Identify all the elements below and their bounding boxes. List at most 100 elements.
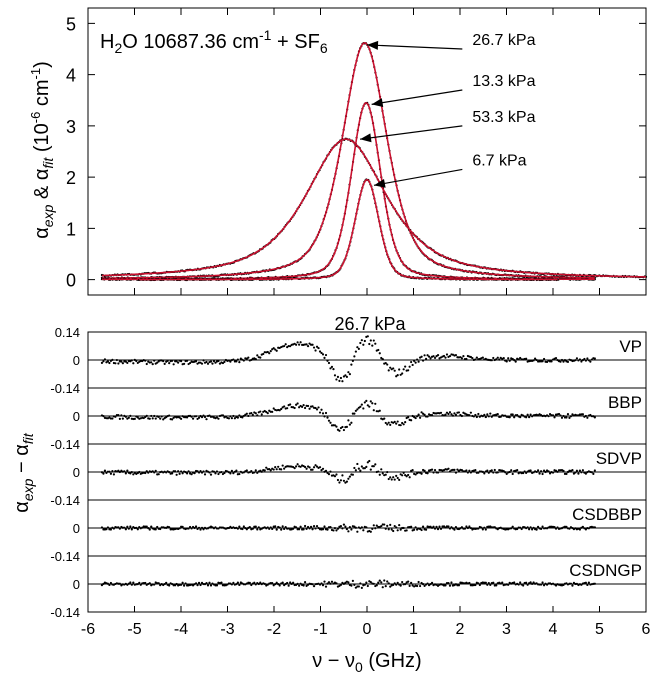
residual-point (293, 466, 296, 470)
residual-point (395, 422, 398, 425)
residual-point (416, 358, 419, 361)
residual-point (522, 471, 525, 475)
residual-point (200, 362, 204, 365)
residual-point (203, 473, 207, 476)
residual-point (286, 407, 289, 410)
residual-point (344, 374, 347, 377)
top-y-tick-label: 4 (66, 66, 76, 86)
residual-point (351, 359, 354, 362)
residual-point (369, 580, 372, 584)
residual-point (314, 349, 317, 352)
residual-point (572, 472, 576, 475)
residual-point (487, 581, 490, 585)
residual-point (395, 474, 398, 477)
residual-model-label: CSDBBP (572, 505, 642, 524)
residual-point (272, 347, 275, 350)
residual-point (272, 468, 275, 471)
residual-point (548, 472, 552, 475)
residual-point (448, 411, 452, 414)
pressure-label: 53.3 kPa (472, 109, 535, 126)
residual-point (118, 470, 121, 474)
top-y-tick-label: 1 (66, 219, 76, 239)
residual-point (477, 527, 480, 530)
residual-point (445, 411, 449, 414)
residual-point (399, 424, 402, 427)
residual-point (209, 360, 213, 363)
residual-point (386, 524, 389, 527)
residual-point (130, 359, 133, 362)
residual-point (401, 421, 404, 425)
residual-point (268, 527, 271, 530)
residual-point (510, 527, 513, 530)
residual-point (360, 403, 363, 406)
residual-point (541, 472, 544, 476)
top-y-tick-label: 2 (66, 168, 76, 188)
residual-point (259, 410, 262, 413)
residual-point (430, 468, 434, 471)
residual-point (212, 360, 216, 363)
bottom-y-axis-label: αexp − αfit (11, 432, 36, 513)
residual-point (326, 359, 329, 362)
residual-point (224, 415, 228, 418)
residual-point (369, 400, 372, 403)
residual-point (508, 416, 511, 419)
residual-point (251, 413, 254, 416)
residual-point (335, 473, 338, 476)
residual-point (168, 526, 171, 529)
residual-y-tick-label: 0 (73, 577, 80, 592)
residual-model-label: BBP (608, 393, 642, 412)
residual-point (341, 425, 344, 429)
residual-point (103, 358, 107, 361)
residual-point (417, 580, 420, 584)
residual-point (127, 527, 130, 530)
residual-point (194, 582, 198, 585)
residual-point (299, 582, 302, 585)
residual-point (265, 466, 268, 469)
residual-point (124, 472, 127, 475)
fit-curve-3 (139, 178, 558, 281)
residual-point (112, 527, 115, 530)
residual-point (135, 359, 138, 363)
residual-point (413, 359, 416, 363)
residual-point (457, 584, 461, 587)
residual-point (318, 466, 322, 469)
residual-point (450, 413, 453, 416)
residual-point (215, 416, 219, 419)
residual-point (145, 414, 148, 417)
residual-point (593, 357, 596, 360)
pressure-arrow-line (366, 44, 463, 50)
residual-point (495, 358, 498, 361)
residual-point (102, 360, 105, 363)
residual-point (414, 416, 417, 420)
residual-point (581, 469, 585, 472)
residual-point (529, 581, 532, 584)
residual-point (474, 583, 477, 587)
residual-point (553, 526, 556, 529)
residual-point (563, 358, 567, 362)
residual-point (578, 358, 582, 361)
residual-point (272, 584, 275, 587)
residual-point (389, 523, 392, 526)
residual-point (453, 528, 456, 531)
residual-point (356, 346, 359, 349)
pressure-label: 13.3 kPa (472, 73, 535, 90)
residual-point (144, 415, 147, 419)
residual-point (401, 474, 404, 477)
residual-point (327, 581, 331, 584)
residual-point (493, 526, 496, 529)
residual-point (447, 467, 450, 470)
residual-point (124, 415, 127, 418)
residual-point (513, 581, 516, 584)
residual-point (341, 474, 344, 477)
residual-point (350, 421, 353, 424)
residual-point (516, 468, 519, 472)
residual-point (254, 469, 257, 472)
x-tick-label: 2 (456, 621, 465, 638)
residual-point (381, 586, 384, 589)
residual-point (333, 374, 337, 377)
residual-point (513, 416, 516, 419)
residual-point (324, 353, 328, 357)
residual-point (421, 525, 425, 528)
residual-point (284, 343, 287, 346)
residual-point (227, 526, 231, 530)
